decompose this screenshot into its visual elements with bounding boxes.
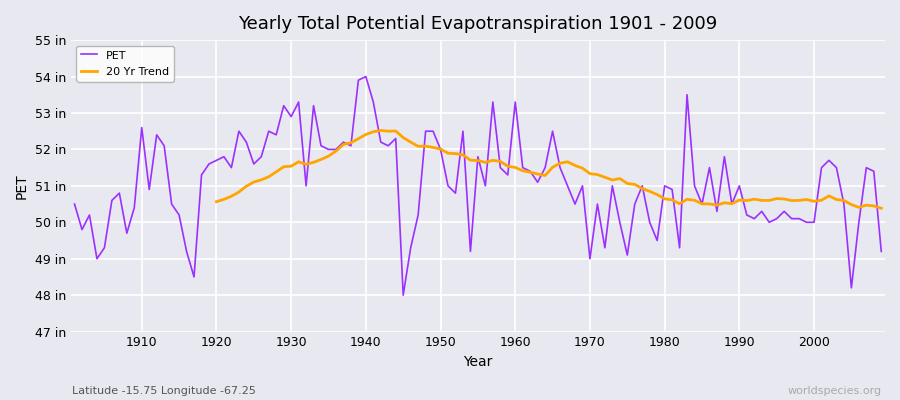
Line: PET: PET <box>75 76 881 295</box>
20 Yr Trend <box>420 144 431 148</box>
PET <box>129 205 140 210</box>
PET <box>615 220 626 225</box>
20 Yr Trend <box>375 128 386 133</box>
PET <box>525 169 535 174</box>
Y-axis label: PET: PET <box>15 173 29 199</box>
20 Yr Trend <box>212 199 222 204</box>
PET <box>338 140 349 144</box>
PET <box>876 249 886 254</box>
PET <box>518 165 528 170</box>
20 Yr Trend <box>876 206 886 211</box>
Title: Yearly Total Potential Evapotranspiration 1901 - 2009: Yearly Total Potential Evapotranspiratio… <box>238 15 717 33</box>
PET <box>293 100 304 104</box>
PET <box>69 202 80 206</box>
PET <box>360 74 371 79</box>
20 Yr Trend <box>787 198 797 203</box>
20 Yr Trend <box>771 196 782 201</box>
Legend: PET, 20 Yr Trend: PET, 20 Yr Trend <box>76 46 174 82</box>
PET <box>398 293 409 298</box>
20 Yr Trend <box>853 205 864 210</box>
X-axis label: Year: Year <box>464 355 492 369</box>
Text: Latitude -15.75 Longitude -67.25: Latitude -15.75 Longitude -67.25 <box>72 386 256 396</box>
Text: worldspecies.org: worldspecies.org <box>788 386 882 396</box>
20 Yr Trend <box>681 197 692 202</box>
20 Yr Trend <box>301 162 311 167</box>
Line: 20 Yr Trend: 20 Yr Trend <box>217 130 881 208</box>
